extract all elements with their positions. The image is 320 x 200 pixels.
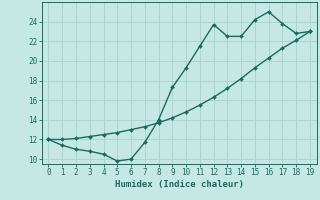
X-axis label: Humidex (Indice chaleur): Humidex (Indice chaleur): [115, 180, 244, 189]
